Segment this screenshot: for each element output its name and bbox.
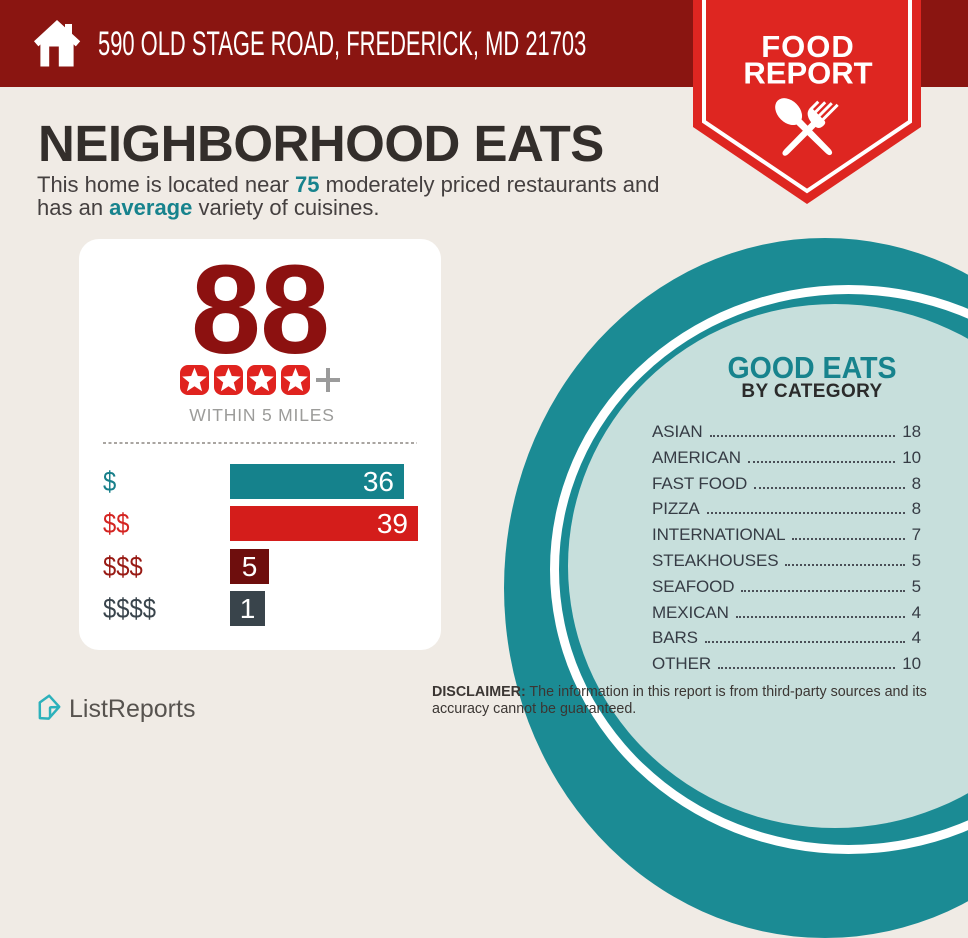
svg-text:FOOD: FOOD [761, 29, 855, 64]
svg-text:REPORT: REPORT [743, 56, 872, 91]
